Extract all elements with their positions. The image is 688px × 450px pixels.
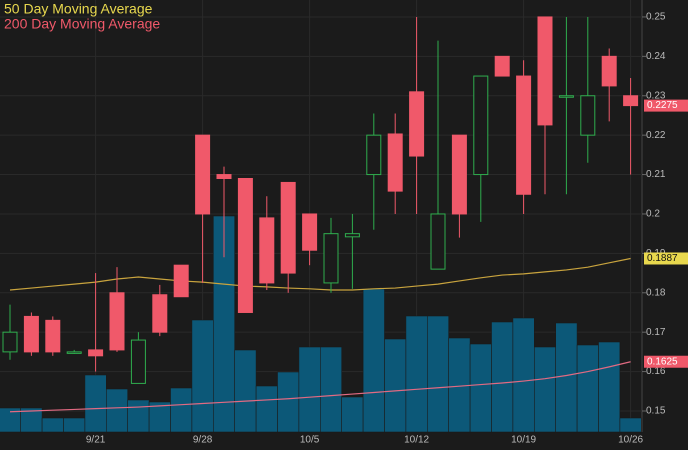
- y-tick-label: 0.21: [646, 169, 666, 180]
- candle-body: [451, 134, 467, 215]
- candle-body: [323, 233, 339, 284]
- y-tick-label: 0.17: [646, 327, 666, 338]
- volume-bar: [619, 417, 642, 433]
- price-tag: [644, 252, 688, 265]
- candle-body: [344, 233, 360, 238]
- candle-body: [216, 174, 232, 180]
- candle-body: [237, 178, 253, 313]
- candle-body: [88, 349, 104, 357]
- volume-bar: [191, 319, 214, 433]
- volume-bar: [84, 374, 107, 433]
- volume-bar: [63, 417, 86, 433]
- volume-bar: [384, 338, 407, 433]
- volume-bar: [341, 396, 364, 433]
- candle-body: [130, 339, 146, 384]
- candle-body: [173, 264, 189, 298]
- legend-entry: 200 Day Moving Average: [4, 16, 160, 32]
- candle-body: [302, 213, 318, 251]
- volume-bar: [277, 371, 300, 433]
- price-tag: [644, 355, 688, 368]
- candle-body: [430, 213, 446, 270]
- x-tick-label: 10/5: [300, 435, 320, 446]
- candle-body: [409, 91, 425, 157]
- candle-body: [473, 75, 489, 176]
- volume-bar: [555, 322, 578, 433]
- price-tag-label: 0.2275: [647, 100, 678, 111]
- x-tick-label: 10/19: [511, 435, 536, 446]
- legend-entry: 50 Day Moving Average: [4, 1, 153, 17]
- candle-body: [45, 319, 61, 353]
- volume-bar: [319, 346, 342, 433]
- volume-bar: [127, 399, 150, 433]
- price-tag-label: 0.1887: [647, 253, 678, 264]
- candle-body: [387, 133, 403, 192]
- y-tick-label: 0.18: [646, 287, 666, 298]
- x-tick-label: 10/12: [404, 435, 429, 446]
- volume-bar: [405, 315, 428, 433]
- volume-bar: [426, 315, 449, 433]
- moving-average-line: [9, 257, 631, 291]
- candle-body: [580, 95, 596, 136]
- candle-body: [558, 95, 574, 98]
- volume-bar: [598, 341, 621, 433]
- candle-body: [109, 292, 125, 351]
- candle-body: [259, 217, 275, 284]
- y-tick-label: 0.2: [646, 209, 660, 220]
- candle-body: [537, 16, 553, 126]
- candle-body: [516, 75, 532, 195]
- candle-body: [2, 331, 18, 353]
- volume-bar: [41, 417, 64, 433]
- volume-bar: [362, 288, 385, 433]
- volume-bar: [576, 344, 599, 433]
- y-tick-label: 0.24: [646, 51, 666, 62]
- volume-bar: [255, 385, 278, 433]
- y-tick-label: 0.16: [646, 366, 666, 377]
- moving-average-line: [9, 361, 631, 413]
- x-tick-label: 9/21: [86, 435, 106, 446]
- volume-bar: [469, 343, 492, 433]
- volume-bar: [106, 388, 129, 433]
- y-tick-label: 0.23: [646, 90, 666, 101]
- y-tick-label: 0.25: [646, 12, 666, 23]
- candle-body: [601, 55, 617, 87]
- candle-body: [195, 134, 211, 215]
- candle-body: [623, 95, 639, 107]
- volume-bar: [298, 346, 321, 433]
- x-tick-label: 10/26: [618, 435, 643, 446]
- volume-bar: [512, 317, 535, 433]
- candle-body: [366, 134, 382, 176]
- price-tag: [644, 99, 688, 112]
- candle-body: [66, 351, 82, 354]
- x-tick-label: 9/28: [193, 435, 213, 446]
- volume-bar: [491, 321, 514, 433]
- y-tick-label: 0.15: [646, 406, 666, 417]
- volume-bar: [234, 349, 257, 433]
- candle-body: [23, 315, 39, 353]
- candle-body: [152, 294, 168, 333]
- candle-body: [280, 181, 296, 274]
- y-tick-label: 0.22: [646, 130, 666, 141]
- price-tag-label: 0.1625: [647, 356, 678, 367]
- volume-bar: [533, 346, 556, 433]
- candle-body: [494, 55, 510, 77]
- volume-bar: [448, 337, 471, 433]
- volume-bar: [170, 387, 193, 433]
